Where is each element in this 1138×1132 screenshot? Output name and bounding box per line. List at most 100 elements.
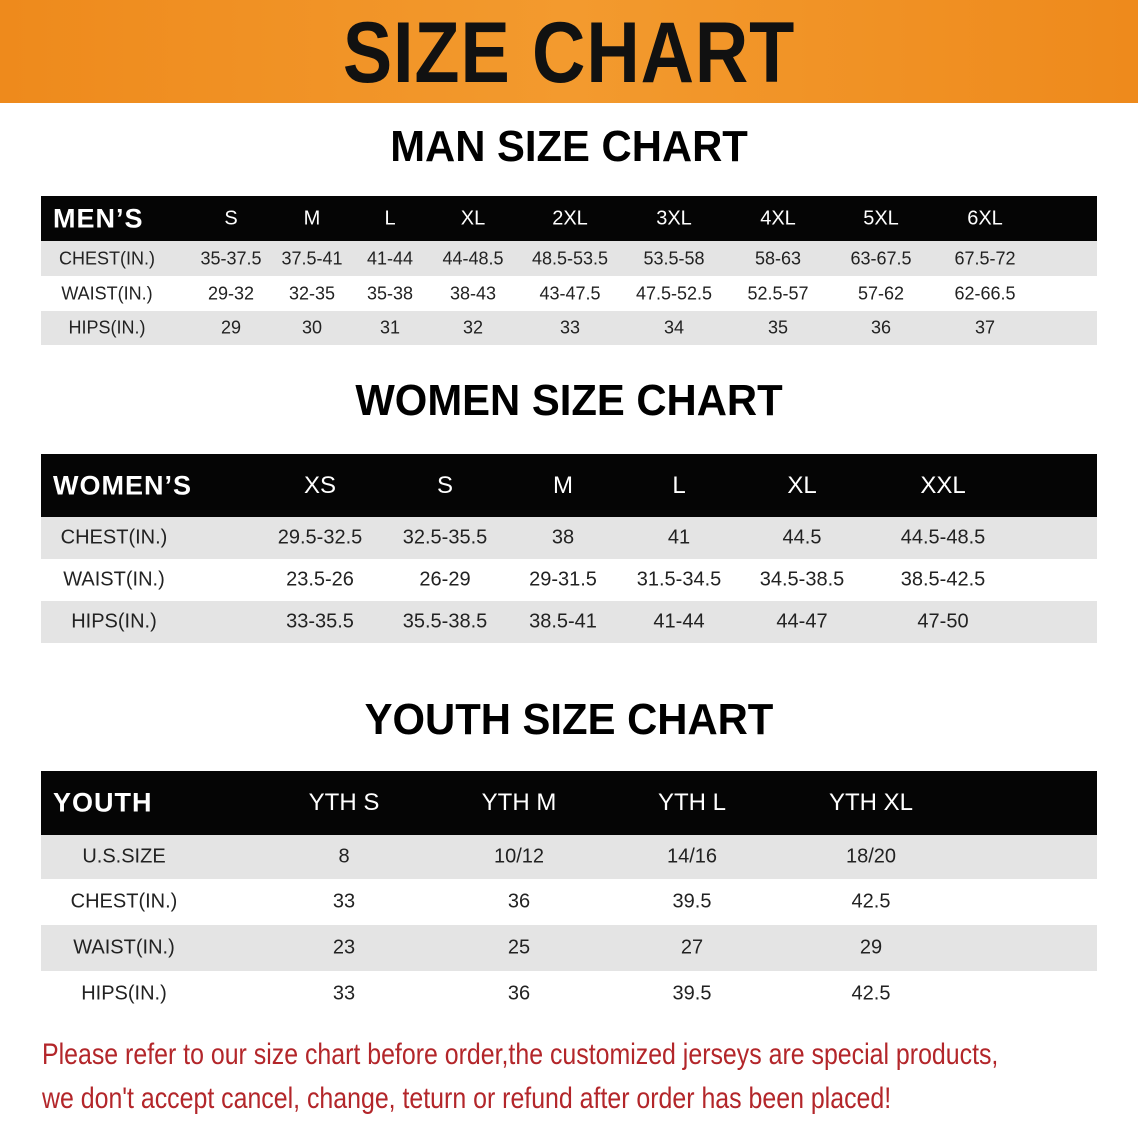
table-cell: 30 bbox=[301, 317, 323, 338]
women-header-row: WOMEN’S XS S M L XL XXL bbox=[41, 454, 1097, 517]
table-cell: 29.5-32.5 bbox=[277, 526, 363, 549]
table-cell: 36 bbox=[507, 982, 531, 1004]
table-row: CHEST(IN.) 35-37.5 37.5-41 41-44 44-48.5 48.5… bbox=[41, 241, 1097, 276]
table-cell: 35 bbox=[767, 317, 789, 338]
table-cell: 63-67.5 bbox=[850, 248, 912, 268]
table-cell: 47-50 bbox=[917, 610, 969, 633]
table-cell: 33 bbox=[332, 890, 356, 913]
notice-line-2: we don't accept cancel, change, teturn o… bbox=[42, 1082, 892, 1115]
table-cell: 29 bbox=[220, 317, 242, 338]
table-row: CHEST(IN.) 29.5-32.5 32.5-35.5 38 41 44.5 44.5… bbox=[41, 517, 1097, 559]
size-header: S bbox=[436, 471, 454, 499]
table-cell: 39.5 bbox=[672, 890, 712, 913]
table-cell: 34.5-38.5 bbox=[759, 568, 845, 591]
row-label: HIPS(IN.) bbox=[68, 317, 146, 338]
row-label: CHEST(IN.) bbox=[70, 890, 178, 913]
table-cell: 35.5-38.5 bbox=[402, 610, 488, 633]
table-cell: 38.5-41 bbox=[529, 610, 597, 633]
table-cell: 33-35.5 bbox=[286, 610, 354, 633]
table-cell: 26-29 bbox=[419, 568, 471, 591]
size-header: XS bbox=[303, 471, 337, 499]
size-header: L bbox=[672, 471, 686, 499]
size-header: XL bbox=[460, 207, 486, 229]
row-label: WAIST(IN.) bbox=[63, 568, 165, 591]
table-cell: 23 bbox=[332, 936, 356, 959]
table-row: WAIST(IN.) 29-32 32-35 35-38 38-43 43-47.5 47.… bbox=[41, 276, 1097, 311]
row-label: U.S.SIZE bbox=[82, 845, 166, 868]
table-cell: 27 bbox=[680, 936, 704, 959]
youth-header-row: YOUTH YTH S YTH M YTH L YTH XL bbox=[41, 771, 1097, 835]
men-size-table: MEN’S S M L XL 2XL 3XL 4XL 5XL 6XL CHEST(IN.) 35-37… bbox=[41, 196, 1097, 346]
size-header: M bbox=[303, 207, 321, 229]
table-row: HIPS(IN.) 33-35.5 35.5-38.5 38.5-41 41-44 44-… bbox=[41, 601, 1097, 643]
size-header: 3XL bbox=[656, 207, 692, 229]
table-cell: 33 bbox=[332, 982, 356, 1004]
table-cell: 33 bbox=[559, 317, 581, 338]
row-label: HIPS(IN.) bbox=[71, 610, 157, 633]
table-row: WAIST(IN.) 23 25 27 29 bbox=[41, 925, 1097, 971]
banner: SIZE CHART bbox=[0, 0, 1138, 103]
size-header: YTH S bbox=[308, 789, 380, 816]
table-cell: 48.5-53.5 bbox=[531, 248, 609, 268]
table-cell: 38.5-42.5 bbox=[900, 568, 986, 591]
women-title: WOMEN SIZE CHART bbox=[355, 376, 783, 425]
notice-line-1: Please refer to our size chart before or… bbox=[42, 1038, 999, 1071]
table-cell: 29 bbox=[859, 936, 883, 959]
table-cell: 43-47.5 bbox=[539, 283, 601, 303]
header-label: MEN’S bbox=[53, 203, 144, 233]
table-cell: 53.5-58 bbox=[643, 248, 705, 268]
table-cell: 23.5-26 bbox=[286, 568, 354, 591]
size-header: L bbox=[384, 207, 396, 229]
size-header: 5XL bbox=[863, 207, 899, 229]
table-cell: 14/16 bbox=[666, 845, 718, 868]
size-header: XXL bbox=[920, 471, 966, 499]
table-cell: 44-47 bbox=[776, 610, 828, 633]
table-cell: 57-62 bbox=[857, 283, 905, 303]
men-header-row: MEN’S S M L XL 2XL 3XL 4XL 5XL 6XL bbox=[41, 196, 1097, 241]
youth-title: YOUTH SIZE CHART bbox=[364, 695, 774, 744]
table-cell: 62-66.5 bbox=[954, 283, 1016, 303]
row-label: WAIST(IN.) bbox=[61, 283, 153, 303]
header-label: YOUTH bbox=[53, 787, 153, 818]
table-cell: 38-43 bbox=[449, 283, 497, 303]
size-header: XL bbox=[787, 471, 817, 499]
size-header: YTH M bbox=[481, 789, 557, 816]
table-cell: 29-32 bbox=[207, 283, 255, 303]
size-header: YTH L bbox=[657, 789, 727, 816]
table-cell: 52.5-57 bbox=[747, 283, 809, 303]
size-header: 4XL bbox=[760, 207, 796, 229]
table-cell: 29-31.5 bbox=[529, 568, 597, 591]
table-cell: 36 bbox=[870, 317, 892, 338]
size-header: S bbox=[224, 207, 238, 229]
table-row: WAIST(IN.) 23.5-26 26-29 29-31.5 31.5-34.5 34… bbox=[41, 559, 1097, 601]
table-cell: 44.5-48.5 bbox=[900, 526, 986, 549]
size-header: YTH XL bbox=[828, 789, 914, 816]
table-cell: 32 bbox=[462, 317, 484, 338]
table-cell: 32-35 bbox=[288, 283, 336, 303]
table-cell: 25 bbox=[507, 936, 531, 959]
row-label: WAIST(IN.) bbox=[73, 936, 175, 959]
table-cell: 35-38 bbox=[366, 283, 414, 303]
table-cell: 8 bbox=[338, 845, 350, 868]
table-cell: 31.5-34.5 bbox=[636, 568, 722, 591]
banner-title: SIZE CHART bbox=[342, 5, 796, 101]
table-cell: 32.5-35.5 bbox=[402, 526, 488, 549]
table-cell: 41 bbox=[667, 526, 691, 549]
table-cell: 35-37.5 bbox=[200, 248, 262, 268]
table-cell: 39.5 bbox=[672, 982, 712, 1004]
table-cell: 58-63 bbox=[754, 248, 802, 268]
table-cell: 18/20 bbox=[845, 845, 897, 868]
table-cell: 10/12 bbox=[493, 845, 545, 868]
table-cell: 37 bbox=[974, 317, 996, 338]
row-label: CHEST(IN.) bbox=[59, 248, 155, 268]
women-size-table: WOMEN’S XS S M L XL XXL CHEST(IN.) 29.5-32.5 32.5… bbox=[41, 454, 1097, 644]
table-cell: 41-44 bbox=[653, 610, 705, 633]
men-title: MAN SIZE CHART bbox=[390, 122, 748, 171]
table-row: HIPS(IN.) 33 36 39.5 42.5 bbox=[41, 971, 1097, 1016]
table-cell: 36 bbox=[507, 890, 531, 913]
table-cell: 41-44 bbox=[366, 248, 414, 268]
table-cell: 47.5-52.5 bbox=[635, 283, 713, 303]
header-label: WOMEN’S bbox=[53, 470, 192, 500]
table-row: HIPS(IN.) 29 30 31 32 33 34 35 36 37 bbox=[41, 311, 1097, 345]
table-cell: 31 bbox=[379, 317, 401, 338]
